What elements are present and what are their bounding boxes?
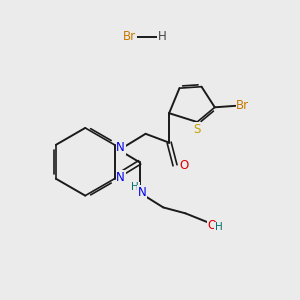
Text: Br: Br (236, 99, 249, 112)
Text: Br: Br (123, 30, 136, 43)
Text: O: O (207, 219, 217, 232)
Text: H: H (158, 30, 166, 43)
Text: S: S (194, 123, 201, 136)
Text: N: N (116, 141, 125, 154)
Text: N: N (116, 171, 125, 184)
Text: N: N (138, 186, 146, 199)
Text: H: H (131, 182, 139, 192)
Text: H: H (215, 222, 223, 233)
Text: O: O (179, 159, 188, 172)
